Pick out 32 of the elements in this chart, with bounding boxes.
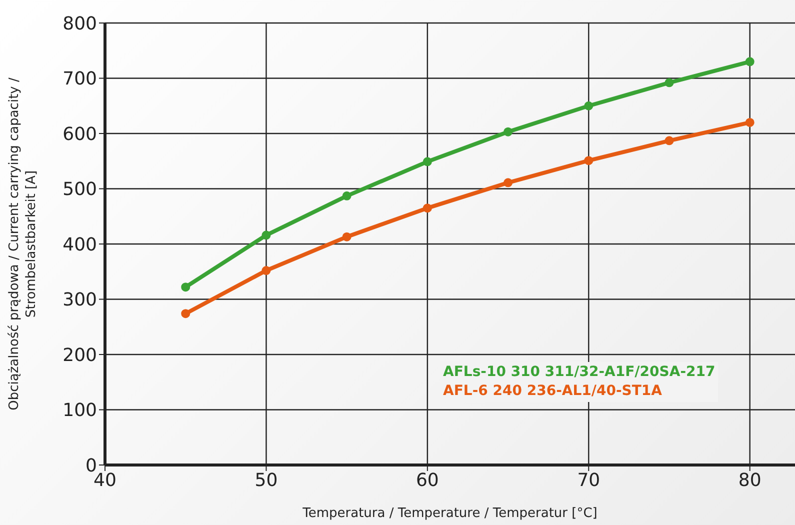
y-tick-label: 100 [62,400,97,422]
point [181,309,190,318]
y-tick-label: 700 [62,68,97,90]
point [342,232,352,242]
point [664,78,674,88]
point [262,266,271,276]
text: AFLs-10 310 311/32-A1F/20SA-217 [443,363,716,382]
y-tick-label: 800 [62,13,97,34]
y-tick-label: 300 [62,290,97,311]
point [181,282,190,292]
text: AFL-6 240 236-AL1/40-ST1A [443,382,663,401]
point [664,136,674,146]
y-tick-label: 500 [62,179,97,200]
point [745,118,754,127]
point [745,57,754,66]
point [504,178,513,188]
point [504,127,513,136]
x-tick-label: 60 [416,470,439,491]
point [342,191,352,200]
point [262,230,271,240]
point [422,204,432,213]
x-tick-label: 70 [577,470,600,491]
y-tick-label: 400 [62,234,97,256]
x-axis-title: Temperatura / Temperature / Temperatur [°C] [302,506,598,521]
x-tick-label: 50 [254,470,278,491]
y-tick-label: 200 [62,344,97,366]
point [422,157,432,166]
x-tick-label: 80 [738,470,762,491]
y-axis-title: Obciążalność prądowa / Current carrying capacity / Strombelastbarkeit [A] [7,77,39,410]
y-tick-label: 600 [62,124,97,145]
point [584,101,594,110]
point [584,156,594,166]
